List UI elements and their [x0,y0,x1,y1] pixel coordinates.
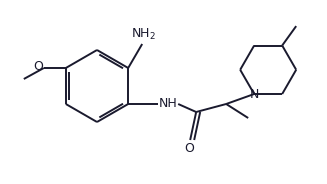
Text: NH$_2$: NH$_2$ [131,27,156,42]
Text: NH: NH [159,96,178,109]
Text: N: N [250,88,259,100]
Text: O: O [184,142,194,155]
Text: O: O [33,61,43,73]
